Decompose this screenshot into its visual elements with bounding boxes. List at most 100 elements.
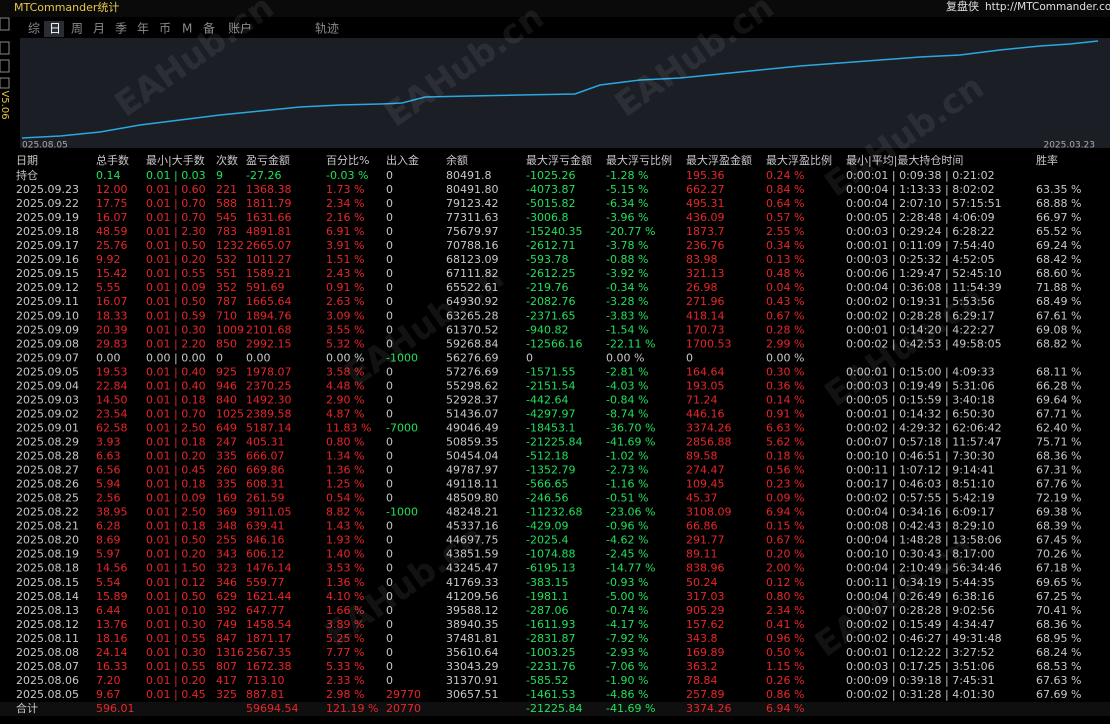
table-cell: 0.01 | 0.20 [146, 450, 206, 463]
table-cell: 9.92 [96, 253, 121, 266]
brand[interactable]: 复盘侠 [946, 0, 979, 13]
table-cell: 255 [216, 534, 237, 547]
table-cell: 588 [216, 197, 237, 210]
column-header: 次数 [216, 153, 238, 167]
table-cell: 2.34 % [326, 197, 364, 210]
table-cell: 352 [216, 281, 237, 294]
table-cell: 596.01 [96, 702, 135, 715]
tool-icon[interactable] [0, 59, 10, 73]
table-cell: 41209.56 [446, 590, 499, 603]
table-cell: 68123.09 [446, 253, 499, 266]
table-cell: 3.09 % [326, 309, 364, 322]
balance-curve [21, 40, 1099, 139]
tool-icon[interactable] [0, 77, 10, 89]
table-cell: 0.23 % [766, 478, 804, 491]
table-cell: 66.97 % [1036, 211, 1081, 224]
table-cell: 0.01 | 2.50 [146, 421, 206, 434]
table-cell: 6.63 % [766, 421, 804, 434]
table-cell: 1.43 % [326, 520, 364, 533]
table-cell: 0.01 | 0.60 [146, 183, 206, 196]
table-cell: 291.77 [686, 534, 725, 547]
table-cell: 3.53 % [326, 562, 364, 575]
stats-table: 日期 总手数 最小|大手数 次数 盈亏金额 百分比% 出入金 余额 最大浮亏金额 最大浮亏比例 最大… [16, 153, 1081, 715]
table-cell: 2025.09.11 [16, 295, 79, 308]
table-cell: 0.34 % [766, 239, 804, 252]
table-cell: 45.37 [686, 492, 718, 505]
table-cell: 23.54 [96, 407, 128, 420]
table-cell: -1003.25 [526, 646, 575, 659]
table-cell: 30657.51 [446, 688, 499, 701]
table-cell: 1700.53 [686, 337, 732, 350]
table-cell: 72.19 % [1036, 492, 1081, 505]
table-cell: 5.97 [96, 548, 121, 561]
table-cell: 2025.08.21 [16, 520, 79, 533]
table-cell: -2025.4 [526, 534, 568, 547]
table-cell: 0 [386, 197, 393, 210]
table-cell: -4.86 % [606, 688, 648, 701]
table-cell: -3.83 % [606, 309, 648, 322]
table-cell: -2612.71 [526, 239, 575, 252]
tab[interactable]: 备 [203, 22, 215, 36]
table-cell: -0.74 % [606, 604, 648, 617]
tool-icon[interactable] [0, 41, 10, 55]
tab[interactable]: 日 [49, 22, 61, 36]
tab[interactable]: 年 [137, 22, 149, 36]
table-cell: 0.01 | 2.50 [146, 506, 206, 519]
table-cell: 59694.54 [246, 702, 299, 715]
table-cell: 0.80 % [766, 590, 804, 603]
table-cell: 2.98 % [326, 688, 364, 701]
table-cell: 0.01 | 0.70 [146, 211, 206, 224]
table-cell: 0 [386, 618, 393, 631]
table-cell: 0.01 | 1.50 [146, 562, 206, 575]
table-cell: 0:00:01 | 0:09:38 | 0:21:02 [846, 169, 995, 182]
table-cell: 0.09 % [766, 492, 804, 505]
tab[interactable]: 综 [28, 22, 40, 36]
table-cell: 710 [216, 309, 237, 322]
tab[interactable]: 季 [115, 22, 127, 36]
table-cell: 257.89 [686, 688, 725, 701]
table-cell: 39588.12 [446, 604, 499, 617]
app-title: MTCommander统计 [14, 1, 119, 14]
tab[interactable]: M [182, 22, 192, 36]
table-cell: 0.01 | 0.40 [146, 379, 206, 392]
table-cell: 170.73 [686, 323, 725, 336]
tab[interactable]: 币 [159, 22, 171, 36]
table-cell: 1368.38 [246, 183, 292, 196]
tab[interactable]: 账户 [228, 21, 252, 36]
table-cell: 68.36 % [1036, 450, 1081, 463]
table-cell: 0:00:04 | 0:34:16 | 6:09:17 [846, 506, 995, 519]
table-cell: 15.42 [96, 267, 128, 280]
table-cell: 0 [386, 211, 393, 224]
table-cell: 2567.35 [246, 646, 292, 659]
table-cell: 925 [216, 365, 237, 378]
table-cell: 2025.08.26 [16, 478, 79, 491]
table-cell: 0.00 % [766, 351, 804, 364]
table-cell: 2025.08.25 [16, 492, 79, 505]
table-cell: 0.67 % [766, 309, 804, 322]
table-cell: 3911.05 [246, 506, 292, 519]
table-cell: 69.64 % [1036, 393, 1081, 406]
table-cell: 4.48 % [326, 379, 364, 392]
table-cell: 1631.66 [246, 211, 292, 224]
table-cell: -4.62 % [606, 534, 648, 547]
table-cell: 43851.59 [446, 548, 499, 561]
table-cell: 2025.09.08 [16, 337, 79, 350]
table-cell: 69.38 % [1036, 506, 1081, 519]
table-cell: 66.86 [686, 520, 718, 533]
table-cell: 0.00 | 0.00 [146, 351, 206, 364]
table-cell: 1665.64 [246, 295, 292, 308]
table-cell: 2025.09.10 [16, 309, 79, 322]
table-cell: 2025.09.12 [16, 281, 79, 294]
tab[interactable]: 轨迹 [315, 22, 339, 36]
table-cell: 0.48 % [766, 267, 804, 280]
tab[interactable]: 周 [71, 22, 83, 36]
tool-icon[interactable] [0, 17, 10, 31]
table-cell: 0.01 | 0.20 [146, 674, 206, 687]
tab[interactable]: 月 [93, 22, 105, 36]
table-cell: 0:00:05 | 0:15:59 | 3:40:18 [846, 393, 995, 406]
table-cell: -1.02 % [606, 450, 648, 463]
table-cell: 2856.88 [686, 436, 732, 449]
table-cell: 236.76 [686, 239, 725, 252]
table-cell: 2025.09.23 [16, 183, 79, 196]
url-link[interactable]: http://MTCommander.com [985, 1, 1110, 13]
